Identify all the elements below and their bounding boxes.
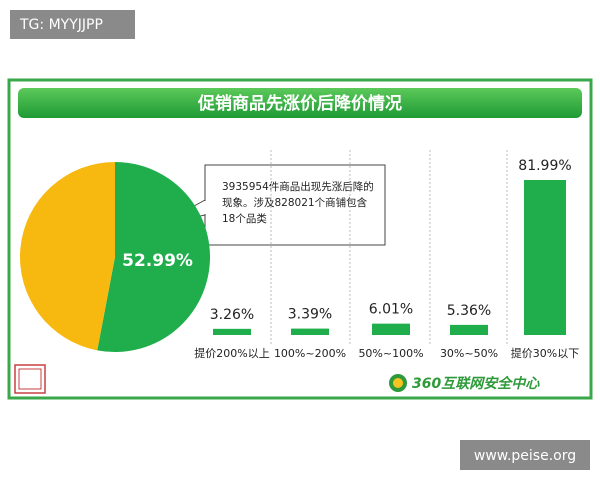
brand-logo-inner — [393, 378, 403, 388]
bar — [524, 180, 566, 335]
stamp-inner — [18, 368, 42, 390]
callout-text: 3935954件商品出现先涨后降的 — [222, 180, 374, 193]
title-bar — [18, 88, 582, 118]
site-box — [460, 440, 590, 470]
bar-label: 6.01% — [369, 302, 413, 318]
stamp-border — [14, 364, 46, 394]
category-label: 提价30%以下 — [511, 347, 579, 360]
category-label: 100%~200% — [274, 347, 346, 360]
category-label: 30%~50% — [440, 347, 498, 360]
callout-text: 18个品类 — [222, 212, 267, 225]
callout-join — [204, 201, 207, 214]
bar-label: 3.26% — [210, 307, 254, 323]
callout-text: 现象。涉及828021个商铺包含 — [222, 196, 368, 209]
category-label: 提价200%以上 — [194, 347, 269, 360]
bar — [372, 323, 410, 335]
chart-title: 促销商品先涨价后降价情况 — [197, 93, 402, 114]
bar — [291, 328, 329, 335]
pie-slice — [97, 162, 210, 353]
stamp — [14, 364, 46, 394]
bar — [213, 328, 251, 335]
site: www.peise.org — [474, 448, 576, 464]
brand: 360互联网安全中心 — [412, 375, 540, 392]
category-label: 50%~100% — [358, 347, 423, 360]
bar — [450, 324, 488, 335]
callout-box — [204, 164, 386, 246]
bar-label: 3.39% — [288, 307, 332, 323]
watermark: TG: MYYJJPP — [19, 17, 103, 33]
bar-label: 5.36% — [447, 303, 491, 319]
pie-slice — [19, 162, 116, 351]
bar-label: 81.99% — [518, 158, 571, 174]
pie-label: 52.99% — [122, 251, 193, 271]
watermark-box — [10, 10, 135, 39]
